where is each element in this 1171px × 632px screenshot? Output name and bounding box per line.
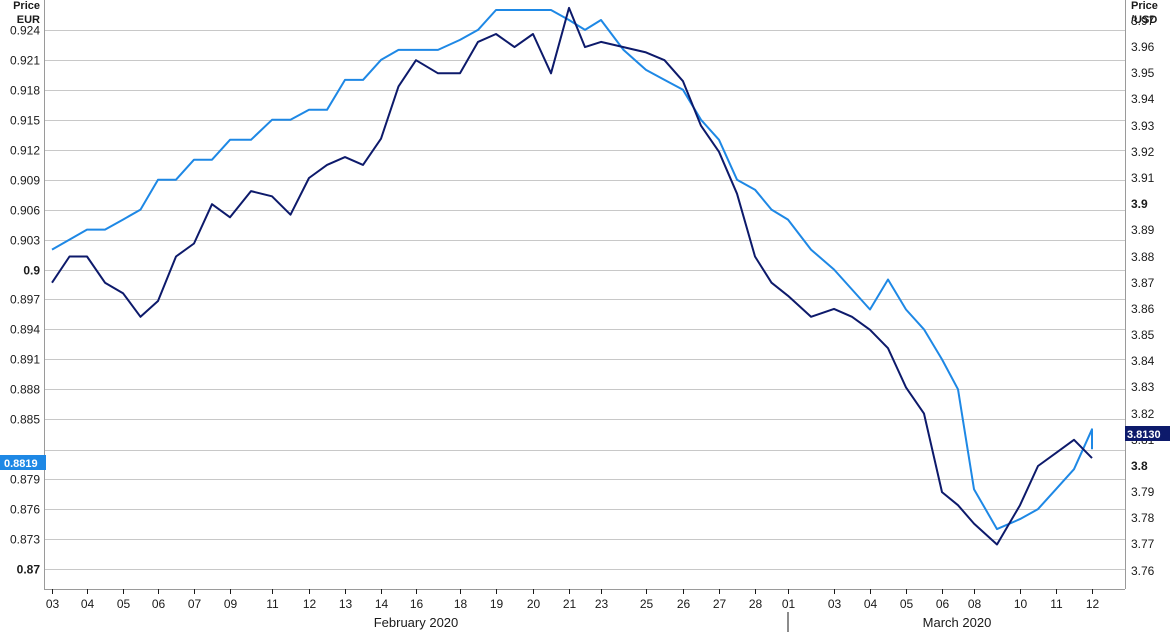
- right-tick-label: 3.78: [1131, 511, 1155, 525]
- x-axis: 03 04 05 06 07 09 11 12 13 14 16 18 19 20 21 23 25 26 27 28…: [46, 589, 1100, 611]
- eur-price-line: [51, 9, 1093, 531]
- left-tick-label: 0.903: [10, 234, 40, 248]
- x-tick-label: 11: [266, 597, 279, 611]
- left-value-badge-text: 0.8819: [4, 458, 38, 470]
- right-tick-label: 3.86: [1131, 302, 1155, 316]
- x-tick-label: 04: [81, 597, 95, 611]
- left-tick-label: 0.879: [10, 473, 40, 487]
- left-tick-label: 0.891: [10, 353, 40, 367]
- left-value-badge: [0, 455, 46, 470]
- right-tick-label: 3.88: [1131, 250, 1155, 264]
- x-tick-label: 14: [375, 597, 389, 611]
- x-tick-label: 05: [117, 597, 131, 611]
- left-axis-title-line2: EUR: [17, 14, 40, 26]
- left-tick-label: 0.894: [10, 323, 40, 337]
- left-tick-label: 0.87: [17, 563, 41, 577]
- month-label-march: March 2020: [923, 615, 992, 630]
- right-tick-label: 3.87: [1131, 276, 1155, 290]
- x-tick-label: 18: [454, 597, 468, 611]
- right-tick-label: 3.8: [1131, 459, 1148, 473]
- usd-price-line: [51, 6, 1093, 546]
- month-label-february: February 2020: [374, 615, 459, 630]
- gridlines: [44, 0, 1126, 590]
- left-tick-label: 0.906: [10, 204, 40, 218]
- left-tick-label: 0.876: [10, 503, 40, 517]
- left-tick-label: 0.909: [10, 174, 40, 188]
- x-tick-label: 25: [640, 597, 654, 611]
- left-tick-label: 0.9: [23, 264, 40, 278]
- x-tick-label: 21: [563, 597, 577, 611]
- x-tick-label: 10: [1014, 597, 1028, 611]
- x-tick-label: 03: [46, 597, 60, 611]
- x-tick-label: 06: [936, 597, 950, 611]
- right-tick-label: 3.9: [1131, 197, 1148, 211]
- right-tick-label: 3.91: [1131, 171, 1155, 185]
- right-tick-label: 3.93: [1131, 119, 1155, 133]
- x-tick-label: 11: [1050, 597, 1063, 611]
- x-tick-label: 07: [188, 597, 202, 611]
- x-tick-label: 28: [749, 597, 763, 611]
- right-tick-label: 3.94: [1131, 92, 1155, 106]
- series-layer: [51, 6, 1093, 546]
- right-axis-title-line2: /USD: [1131, 14, 1157, 26]
- x-tick-label: 27: [713, 597, 727, 611]
- left-tick-label: 0.915: [10, 114, 40, 128]
- x-tick-label: 19: [490, 597, 504, 611]
- x-tick-label: 12: [1086, 597, 1100, 611]
- x-tick-label: 13: [339, 597, 353, 611]
- x-tick-label: 05: [900, 597, 914, 611]
- left-tick-label: 0.924: [10, 24, 40, 38]
- right-tick-label: 3.77: [1131, 537, 1155, 551]
- x-tick-label: 20: [527, 597, 541, 611]
- right-value-badge-text: 3.8130: [1127, 429, 1161, 441]
- right-tick-label: 3.89: [1131, 223, 1155, 237]
- x-tick-label: 08: [968, 597, 982, 611]
- x-tick-label: 01: [782, 597, 796, 611]
- left-axis-title-line1: Price: [13, 0, 40, 12]
- x-tick-label: 12: [303, 597, 317, 611]
- right-axis-title-line1: Price: [1131, 0, 1158, 12]
- x-tick-label: 06: [152, 597, 166, 611]
- right-tick-label: 3.84: [1131, 354, 1155, 368]
- x-tick-label: 26: [677, 597, 691, 611]
- x-tick-label: 03: [828, 597, 842, 611]
- right-tick-label: 3.97: [1131, 14, 1155, 28]
- x-tick-label: 09: [224, 597, 238, 611]
- right-tick-label: 3.96: [1131, 40, 1155, 54]
- left-axis: Price EUR 0.87 0.873 0.876 0.879 0.885 0.888 0…: [10, 0, 40, 577]
- right-tick-label: 3.83: [1131, 380, 1155, 394]
- left-tick-label: 0.873: [10, 533, 40, 547]
- right-axis: Price /USD 3.763.773.783.793.83.813.823.…: [1131, 0, 1158, 578]
- left-tick-label: 0.888: [10, 383, 40, 397]
- left-tick-label: 0.897: [10, 293, 40, 307]
- value-badges: 0.8819 3.8130: [0, 426, 1170, 470]
- month-axis: February 2020 March 2020: [374, 612, 992, 632]
- left-tick-label: 0.912: [10, 144, 40, 158]
- right-tick-label: 3.79: [1131, 485, 1155, 499]
- x-tick-label: 16: [410, 597, 424, 611]
- x-tick-label: 23: [595, 597, 609, 611]
- right-tick-label: 3.92: [1131, 145, 1155, 159]
- right-tick-label: 3.76: [1131, 564, 1155, 578]
- right-tick-label: 3.82: [1131, 407, 1155, 421]
- left-tick-label: 0.885: [10, 413, 40, 427]
- right-tick-label: 3.85: [1131, 328, 1155, 342]
- right-value-badge: [1125, 426, 1170, 441]
- x-tick-label: 04: [864, 597, 878, 611]
- left-tick-label: 0.921: [10, 54, 40, 68]
- left-tick-label: 0.918: [10, 84, 40, 98]
- right-tick-label: 3.95: [1131, 66, 1155, 80]
